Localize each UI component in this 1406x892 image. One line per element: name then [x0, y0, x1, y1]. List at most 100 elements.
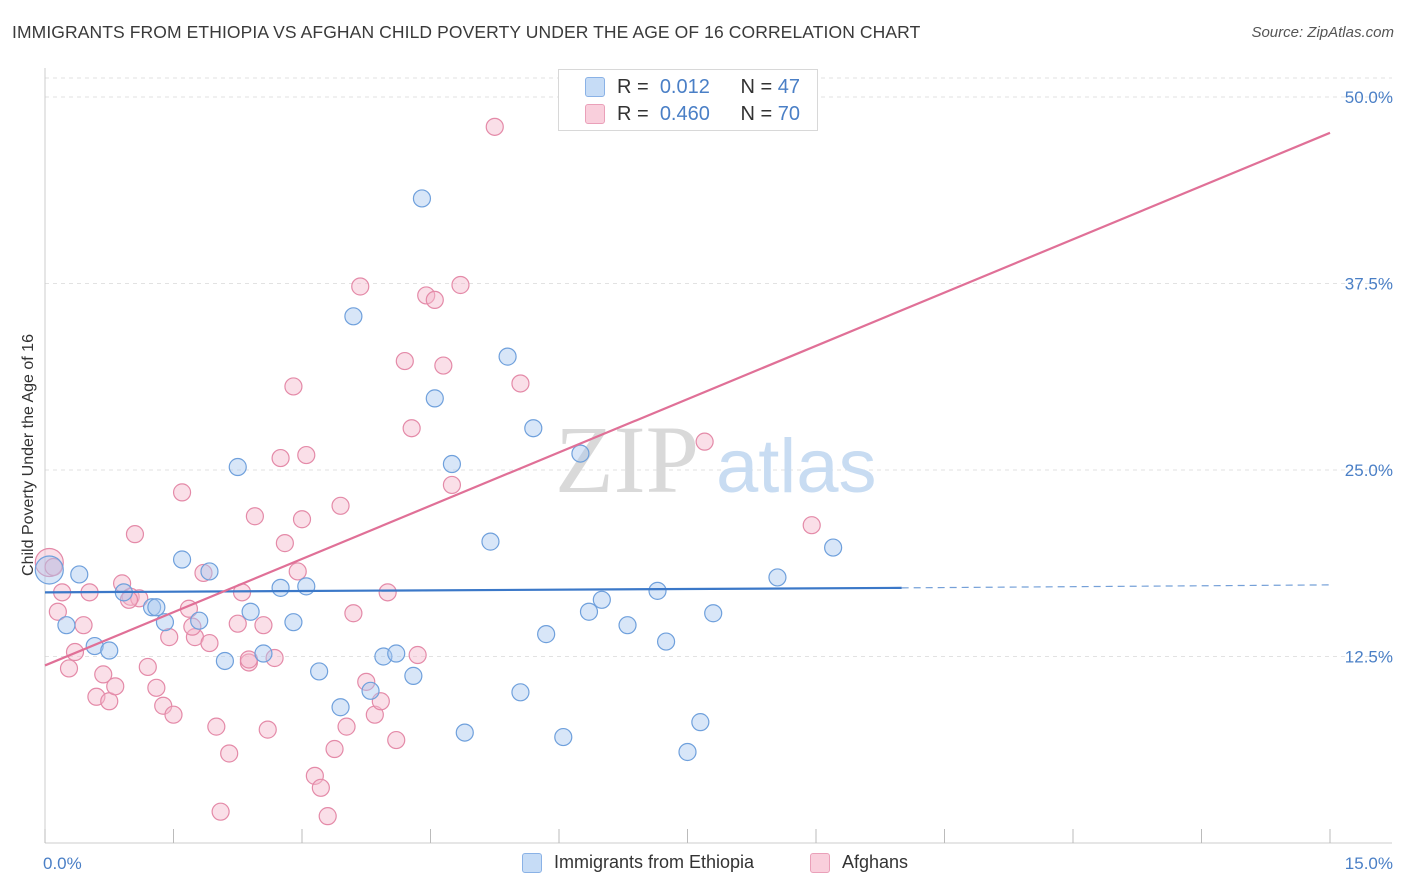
point-afghans: [164, 705, 183, 724]
point-afghans: [288, 562, 307, 581]
point-ethiopia: [241, 602, 260, 621]
bottom-legend-ethiopia: Immigrants from Ethiopia: [522, 852, 754, 873]
point-afghans: [228, 614, 247, 633]
point-ethiopia: [704, 604, 723, 623]
point-afghans: [292, 510, 312, 529]
point-ethiopia: [524, 419, 543, 438]
point-ethiopia: [537, 625, 556, 644]
point-afghans: [194, 563, 213, 583]
legend-r-value: 0.460: [659, 102, 710, 125]
legend-swatch-ethiopia: [585, 77, 605, 97]
bottom-legend-label-ethiopia: Immigrants from Ethiopia: [554, 852, 755, 872]
point-afghans: [425, 290, 444, 310]
trend-line-ethiopia: [44, 586, 902, 594]
point-afghans: [695, 432, 714, 451]
point-afghans: [802, 516, 821, 535]
point-afghans: [325, 739, 344, 759]
legend-row-ethiopia: R = 0.012 N = 47: [585, 75, 800, 99]
point-ethiopia: [768, 568, 787, 587]
correlation-legend: R = 0.012 N = 47 R = 0.460 N = 70: [558, 69, 818, 131]
point-ethiopia: [215, 651, 234, 671]
point-ethiopia: [425, 389, 444, 408]
bottom-legend-swatch-ethiopia: [522, 852, 542, 873]
point-ethiopia: [656, 632, 676, 651]
point-ethiopia: [284, 613, 303, 632]
watermark: ZIP atlas: [555, 406, 877, 513]
point-ethiopia: [511, 683, 530, 702]
point-ethiopia: [147, 598, 166, 617]
point-ethiopia: [498, 347, 517, 366]
point-ethiopia: [824, 538, 843, 557]
point-afghans: [258, 720, 277, 739]
point-afghans: [337, 717, 356, 736]
legend-r-label: R =: [617, 102, 649, 125]
point-ethiopia: [455, 723, 474, 742]
trend-lines: [44, 131, 1331, 667]
point-afghans: [48, 602, 67, 621]
point-ethiopia: [310, 662, 329, 681]
bottom-legend-label-afghans: Afghans: [842, 852, 909, 872]
point-ethiopia: [404, 666, 423, 685]
point-ethiopia: [691, 713, 710, 732]
point-ethiopia: [678, 742, 697, 762]
point-afghans: [275, 534, 294, 553]
point-ethiopia: [100, 641, 119, 660]
point-ethiopia: [70, 565, 89, 584]
trend-line-afghans: [44, 131, 1331, 667]
point-afghans: [265, 648, 284, 668]
x-tick-label: 0.0%: [43, 854, 82, 873]
point-afghans: [220, 744, 239, 763]
point-afghans: [297, 445, 316, 465]
point-afghans: [211, 802, 230, 821]
y-tick-label: 12.5%: [1345, 648, 1393, 667]
point-ethiopia: [190, 611, 209, 630]
grid: [45, 77, 1392, 657]
legend-swatch-afghans: [585, 104, 605, 124]
point-ethiopia: [254, 644, 273, 663]
point-ethiopia: [361, 681, 380, 700]
point-afghans: [271, 448, 290, 468]
point-ethiopia: [579, 602, 599, 621]
point-ethiopia: [172, 550, 192, 569]
y-tick-labels: 12.5% 25.0% 37.5% 50.0%: [1345, 88, 1393, 667]
x-tick-label: 15.0%: [1345, 854, 1393, 873]
point-afghans: [200, 633, 219, 653]
point-afghans: [485, 117, 504, 136]
point-ethiopia: [228, 457, 247, 477]
legend-n-label: N =: [740, 75, 773, 98]
point-ethiopia: [57, 616, 76, 635]
point-ethiopia: [571, 444, 590, 463]
point-afghans: [254, 616, 273, 635]
point-afghans: [138, 657, 157, 677]
point-ethiopia: [481, 532, 500, 551]
point-afghans: [34, 547, 64, 578]
y-axis-label: Child Poverty Under the Age of 16: [20, 334, 37, 576]
legend-n-value: 70: [777, 102, 800, 125]
point-ethiopia: [648, 581, 667, 600]
point-afghans: [395, 351, 414, 371]
point-afghans: [311, 778, 330, 797]
y-tick-label: 25.0%: [1345, 461, 1393, 480]
legend-n-label: N =: [740, 102, 773, 125]
point-afghans: [94, 665, 113, 684]
point-afghans: [434, 356, 453, 375]
point-afghans: [351, 277, 370, 296]
point-afghans: [125, 525, 145, 544]
point-afghans: [417, 286, 436, 305]
chart-title: IMMIGRANTS FROM ETHIOPIA VS AFGHAN CHILD…: [12, 22, 921, 42]
point-afghans: [318, 807, 337, 826]
point-afghans: [160, 628, 179, 647]
bottom-legend-swatch-afghans: [810, 852, 830, 873]
legend-r-value: 0.012: [659, 75, 710, 98]
point-afghans: [106, 677, 125, 696]
point-ethiopia: [34, 555, 64, 585]
legend-n-value: 47: [777, 75, 800, 98]
point-afghans: [154, 696, 173, 715]
point-afghans: [365, 705, 384, 724]
y-tick-label: 50.0%: [1345, 88, 1393, 107]
point-ethiopia: [297, 577, 316, 596]
point-afghans: [74, 616, 93, 635]
point-afghans: [451, 275, 470, 295]
point-afghans: [331, 496, 350, 515]
